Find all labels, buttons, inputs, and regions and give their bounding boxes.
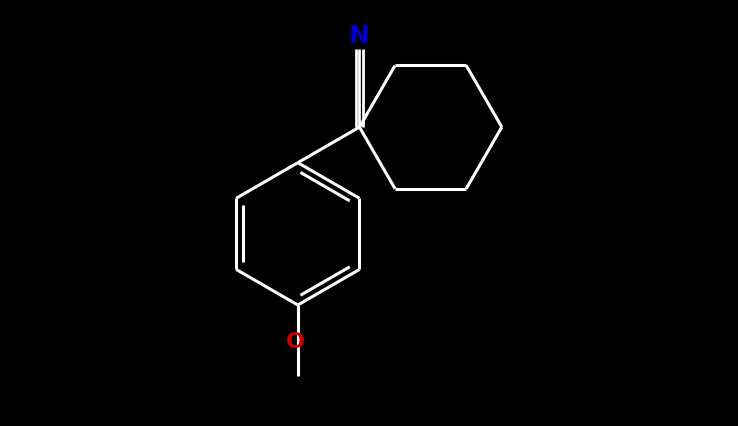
Text: O: O <box>286 331 306 351</box>
Text: N: N <box>349 24 370 48</box>
